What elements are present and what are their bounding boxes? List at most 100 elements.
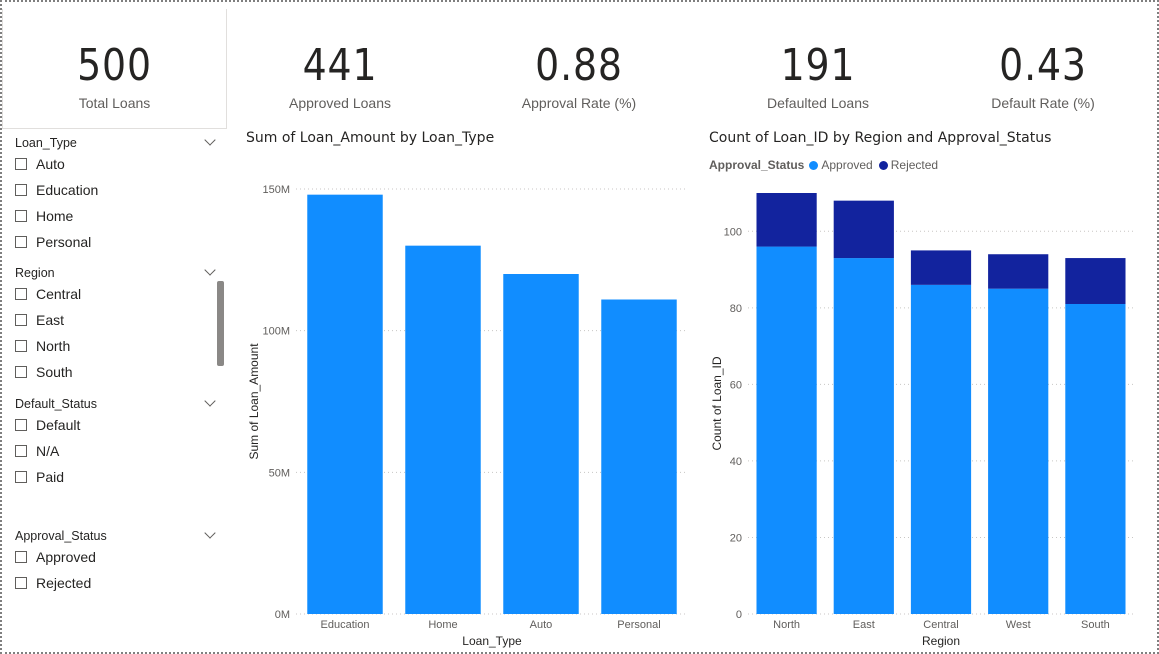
- checkbox[interactable]: [15, 158, 27, 170]
- bar-approved-south[interactable]: [1065, 303, 1126, 614]
- bar-approved-central[interactable]: [910, 284, 972, 614]
- y-tick-label: 0: [736, 609, 742, 621]
- kpi-card-default-rate[interactable]: 0.43 Default Rate (%): [943, 40, 1143, 112]
- checkbox[interactable]: [15, 314, 27, 326]
- legend-entry-rejected[interactable]: Rejected: [878, 158, 939, 172]
- kpi-label: Default Rate (%): [991, 95, 1095, 111]
- slicer-option[interactable]: Auto: [15, 151, 220, 177]
- y-tick-label: 150M: [262, 184, 290, 196]
- chevron-down-icon[interactable]: [204, 527, 216, 539]
- bar-rejected-east[interactable]: [833, 200, 894, 259]
- slicer-option-label: Home: [36, 208, 74, 224]
- y-tick-label: 100: [724, 226, 742, 238]
- slicer-option-label: Education: [36, 182, 99, 198]
- y-tick-label: 50M: [269, 467, 290, 479]
- chart-count-by-region[interactable]: 0 20 40 60 80 100 North East Central West South Reg…: [700, 150, 1152, 650]
- bar-auto[interactable]: [503, 274, 579, 614]
- checkbox[interactable]: [15, 419, 27, 431]
- slicer-option[interactable]: South: [15, 359, 220, 385]
- slicer-option-label: South: [36, 364, 73, 380]
- kpi-card-defaulted-loans[interactable]: 191 Defaulted Loans: [718, 40, 918, 112]
- chart-loan-amount-by-type[interactable]: 0M 50M 100M 150M Education Home Auto Personal Lo…: [240, 150, 690, 650]
- slicer-option[interactable]: Education: [15, 177, 220, 203]
- x-tick-label: West: [1006, 619, 1031, 631]
- slicer-option[interactable]: Central: [15, 281, 220, 307]
- slicer-option[interactable]: Rejected: [15, 570, 220, 596]
- bar-home[interactable]: [405, 245, 481, 614]
- slicer-header[interactable]: Region: [15, 264, 220, 281]
- slicer-loan-type: Loan_Type Auto Education Home Personal: [15, 134, 220, 255]
- slicer-option[interactable]: Approved: [15, 544, 220, 570]
- checkbox[interactable]: [15, 445, 27, 457]
- slicer-default-status: Default_Status Default N/A Paid: [15, 395, 220, 490]
- slicer-option[interactable]: Paid: [15, 464, 220, 490]
- slicer-option[interactable]: East: [15, 307, 220, 333]
- kpi-label: Approved Loans: [289, 95, 391, 111]
- bar-approved-north[interactable]: [756, 246, 817, 614]
- y-tick-label: 20: [730, 532, 742, 544]
- slicer-option[interactable]: N/A: [15, 438, 220, 464]
- chart-legend: Approval_Status Approved Rejected: [709, 158, 944, 172]
- checkbox[interactable]: [15, 236, 27, 248]
- slicer-option[interactable]: North: [15, 333, 220, 359]
- slicer-title: Region: [15, 266, 55, 280]
- slicer-header[interactable]: Default_Status: [15, 395, 220, 412]
- kpi-card-approved-loans[interactable]: 441 Approved Loans: [240, 41, 440, 112]
- legend-entry-approved[interactable]: Approved: [809, 158, 873, 172]
- legend-dot: [878, 160, 888, 170]
- kpi-value: 500: [77, 40, 152, 91]
- slicer-option-label: Central: [36, 286, 82, 302]
- slicer-region: Region Central East North South: [15, 264, 220, 385]
- kpi-card-approval-rate[interactable]: 0.88 Approval Rate (%): [479, 40, 679, 112]
- kpi-value: 0.88: [535, 40, 623, 91]
- chart-title-loan-amount: Sum of Loan_Amount by Loan_Type: [246, 130, 495, 146]
- slicer-scrollbar[interactable]: [217, 281, 224, 366]
- slicer-option[interactable]: Home: [15, 203, 220, 229]
- checkbox[interactable]: [15, 288, 27, 300]
- slicer-title: Approval_Status: [15, 529, 107, 543]
- bar-rejected-central[interactable]: [910, 250, 972, 285]
- legend-label: Rejected: [890, 158, 939, 172]
- slicer-option[interactable]: Personal: [15, 229, 220, 255]
- slicer-title: Default_Status: [15, 397, 97, 411]
- legend-title: Approval_Status: [709, 158, 805, 172]
- checkbox[interactable]: [15, 577, 27, 589]
- checkbox[interactable]: [15, 551, 27, 563]
- chart-title-count-by-region: Count of Loan_ID by Region and Approval_…: [709, 130, 1052, 146]
- x-tick-label: Central: [923, 619, 958, 631]
- chevron-down-icon[interactable]: [204, 264, 216, 276]
- bar-rejected-south[interactable]: [1065, 258, 1126, 304]
- bar-approved-west[interactable]: [988, 288, 1049, 614]
- chevron-down-icon[interactable]: [204, 134, 216, 146]
- checkbox[interactable]: [15, 366, 27, 378]
- slicer-option-label: Rejected: [36, 575, 92, 591]
- slicer-header[interactable]: Loan_Type: [15, 134, 220, 151]
- checkbox[interactable]: [15, 210, 27, 222]
- bar-rejected-north[interactable]: [756, 193, 817, 247]
- bar-education[interactable]: [307, 194, 383, 614]
- bar-approved-east[interactable]: [833, 258, 894, 614]
- checkbox[interactable]: [15, 471, 27, 483]
- bar-personal[interactable]: [601, 299, 677, 615]
- y-tick-label: 40: [730, 456, 742, 468]
- y-axis-title: Sum of Loan_Amount: [247, 343, 261, 460]
- x-tick-label: Auto: [530, 619, 553, 631]
- slicer-header[interactable]: Approval_Status: [15, 527, 220, 544]
- slicer-option-label: Personal: [36, 234, 92, 250]
- checkbox[interactable]: [15, 340, 27, 352]
- slicer-option-label: North: [36, 338, 71, 354]
- y-tick-label: 80: [730, 303, 742, 315]
- x-tick-label: Home: [428, 619, 457, 631]
- kpi-card-total-loans[interactable]: 500 Total Loans: [2, 9, 227, 129]
- chevron-down-icon[interactable]: [204, 395, 216, 407]
- x-tick-label: South: [1081, 619, 1110, 631]
- kpi-value: 191: [780, 40, 856, 91]
- slicer-option-label: Auto: [36, 156, 65, 172]
- slicer-option-label: Paid: [36, 469, 65, 485]
- slicer-option[interactable]: Default: [15, 412, 220, 438]
- y-tick-label: 100M: [262, 326, 290, 338]
- checkbox[interactable]: [15, 184, 27, 196]
- kpi-value: 0.43: [999, 40, 1087, 91]
- bar-rejected-west[interactable]: [988, 254, 1049, 289]
